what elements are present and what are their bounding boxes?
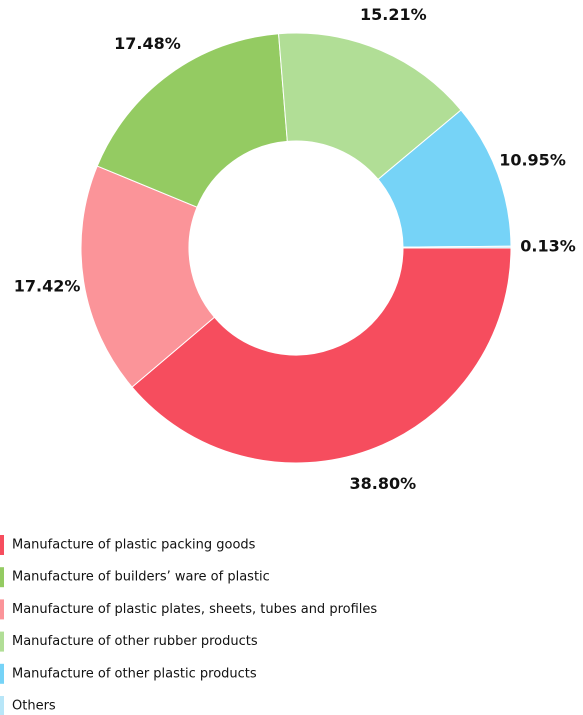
value-label: 15.21% (360, 5, 427, 24)
legend-label: Others (12, 699, 56, 714)
legend-swatch (0, 567, 4, 588)
legend-label: Manufacture of other rubber products (12, 634, 258, 649)
legend-label: Manufacture of plastic packing goods (12, 538, 256, 553)
legend-swatch (0, 696, 4, 715)
donut-slice (80, 165, 216, 388)
legend-swatch (0, 663, 4, 684)
donut-slice (131, 247, 512, 464)
donut-slice (402, 245, 512, 249)
legend-swatch (0, 535, 4, 555)
value-label: 17.42% (14, 277, 81, 296)
legend-swatch (0, 599, 4, 620)
legend-label: Manufacture of other plastic products (12, 666, 257, 681)
legend-label: Manufacture of builders’ ware of plastic (12, 570, 270, 585)
value-label: 17.48% (114, 34, 181, 53)
value-label: 10.95% (499, 151, 566, 170)
value-label: 38.80% (350, 474, 417, 493)
value-label: 0.13% (520, 236, 576, 255)
donut-slice (96, 33, 288, 208)
donut-slice (278, 32, 462, 181)
legend-swatch (0, 631, 4, 652)
legend-label: Manufacture of plastic plates, sheets, t… (12, 602, 377, 617)
